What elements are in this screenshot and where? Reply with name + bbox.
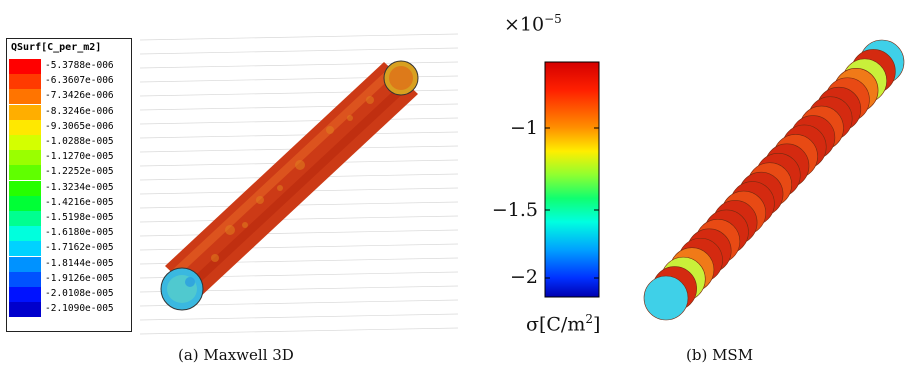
legend-swatch	[9, 104, 41, 120]
tick-label: −1	[509, 117, 538, 139]
tick-label: −1.5	[491, 199, 538, 221]
legend-row: -1.8144e-005	[9, 256, 129, 272]
legend-row: -1.4216e-005	[9, 195, 129, 211]
legend-label: -1.8144e-005	[45, 257, 114, 269]
legend-label: -1.5198e-005	[45, 212, 114, 223]
legend-label: -1.9126e-005	[45, 272, 114, 284]
legend-row: -6.3607e-006	[9, 74, 129, 90]
legend-label: -1.1270e-005	[45, 151, 114, 163]
legend-label: -2.0108e-005	[45, 288, 114, 299]
legend-label: -1.4216e-005	[45, 196, 114, 208]
legend-label: -2.1090e-005	[45, 303, 114, 315]
legend-row: -7.3426e-006	[9, 89, 129, 105]
colorbar	[544, 61, 600, 298]
legend-label: -1.6180e-005	[45, 227, 114, 239]
legend-row: -1.7162e-005	[9, 241, 129, 257]
legend-label: -1.0288e-005	[45, 136, 114, 147]
panel-msm: ×10−5 −1 −1.5 −2 σ[C/m2]	[460, 0, 917, 372]
legend-row: -1.9126e-005	[9, 271, 129, 287]
legend-row: -1.6180e-005	[9, 226, 129, 242]
legend-swatch	[9, 59, 41, 74]
legend-label: -9.3065e-006	[45, 120, 114, 132]
legend-swatch	[9, 180, 41, 196]
rod-end-cap	[643, 275, 689, 321]
legend-swatch	[9, 74, 41, 90]
legend-label: -1.3234e-005	[45, 181, 114, 193]
caption-a: (a) Maxwell 3D	[178, 346, 294, 364]
legend-row: -1.1270e-005	[9, 150, 129, 166]
legend-swatch	[9, 150, 41, 166]
colorbar-unit: σ[C/m2]	[526, 312, 601, 336]
legend-label: -6.3607e-006	[45, 75, 114, 87]
legend-row: -2.1090e-005	[9, 302, 129, 318]
legend-row: -1.0288e-005	[9, 135, 129, 150]
rod-maxwell	[160, 60, 419, 311]
legend-swatch	[9, 287, 41, 302]
legend-label: -1.2252e-005	[45, 166, 114, 178]
legend-swatch	[9, 165, 41, 181]
mesh-background	[139, 33, 459, 335]
panel-maxwell-3d: QSurf[C_per_m2] -5.3788e-006 -6.3607e-006…	[6, 33, 459, 364]
legend-swatch	[9, 119, 41, 135]
caption-b: (b) MSM	[686, 346, 754, 364]
legend-title: QSurf[C_per_m2]	[11, 42, 102, 53]
tick-label: −2	[509, 266, 538, 288]
legend-row: -8.3246e-006	[9, 104, 129, 120]
legend-swatch	[9, 89, 41, 105]
legend-row: -1.5198e-005	[9, 211, 129, 226]
legend-label: -5.3788e-006	[45, 60, 114, 71]
legend-qsurf: QSurf[C_per_m2] -5.3788e-006 -6.3607e-006…	[6, 38, 132, 332]
legend-row: -1.2252e-005	[9, 165, 129, 181]
legend-label: -7.3426e-006	[45, 90, 114, 102]
legend-row: -1.3234e-005	[9, 180, 129, 196]
legend-row: -2.0108e-005	[9, 287, 129, 302]
legend-label: -1.7162e-005	[45, 242, 114, 254]
rod-msm	[643, 39, 905, 321]
legend-swatch	[9, 195, 41, 211]
colorbar-exponent: ×10−5	[504, 12, 562, 36]
legend-swatch	[9, 211, 41, 226]
legend-swatch	[9, 135, 41, 150]
legend-swatch	[9, 241, 41, 257]
legend-swatch	[9, 302, 41, 318]
legend-swatch	[9, 271, 41, 287]
legend-row: -5.3788e-006	[9, 59, 129, 74]
legend-label: -8.3246e-006	[45, 105, 114, 117]
legend-swatch	[9, 256, 41, 272]
legend-row: -9.3065e-006	[9, 119, 129, 135]
legend-swatch	[9, 226, 41, 242]
